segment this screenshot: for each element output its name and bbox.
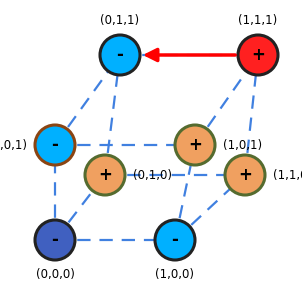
Circle shape — [225, 155, 265, 195]
Text: (1,1,1): (1,1,1) — [238, 14, 278, 27]
Circle shape — [155, 220, 195, 260]
Text: (0,1,1): (0,1,1) — [101, 14, 140, 27]
Text: -: - — [117, 46, 124, 64]
Text: -: - — [52, 231, 59, 249]
Circle shape — [175, 125, 215, 165]
Circle shape — [238, 35, 278, 75]
Text: +: + — [251, 46, 265, 64]
Circle shape — [35, 220, 75, 260]
Text: +: + — [98, 166, 112, 184]
Circle shape — [85, 155, 125, 195]
Text: (1,0,1): (1,0,1) — [223, 139, 262, 152]
Text: (0,0,0): (0,0,0) — [36, 268, 74, 281]
Circle shape — [100, 35, 140, 75]
Text: +: + — [188, 136, 202, 154]
Circle shape — [35, 125, 75, 165]
Text: (1,0,0): (1,0,0) — [156, 268, 194, 281]
Text: (1,1,0): (1,1,0) — [273, 168, 302, 181]
Text: (0,0,1): (0,0,1) — [0, 139, 27, 152]
Text: +: + — [238, 166, 252, 184]
Text: (0,1,0): (0,1,0) — [133, 168, 172, 181]
Text: -: - — [52, 136, 59, 154]
Text: -: - — [172, 231, 178, 249]
